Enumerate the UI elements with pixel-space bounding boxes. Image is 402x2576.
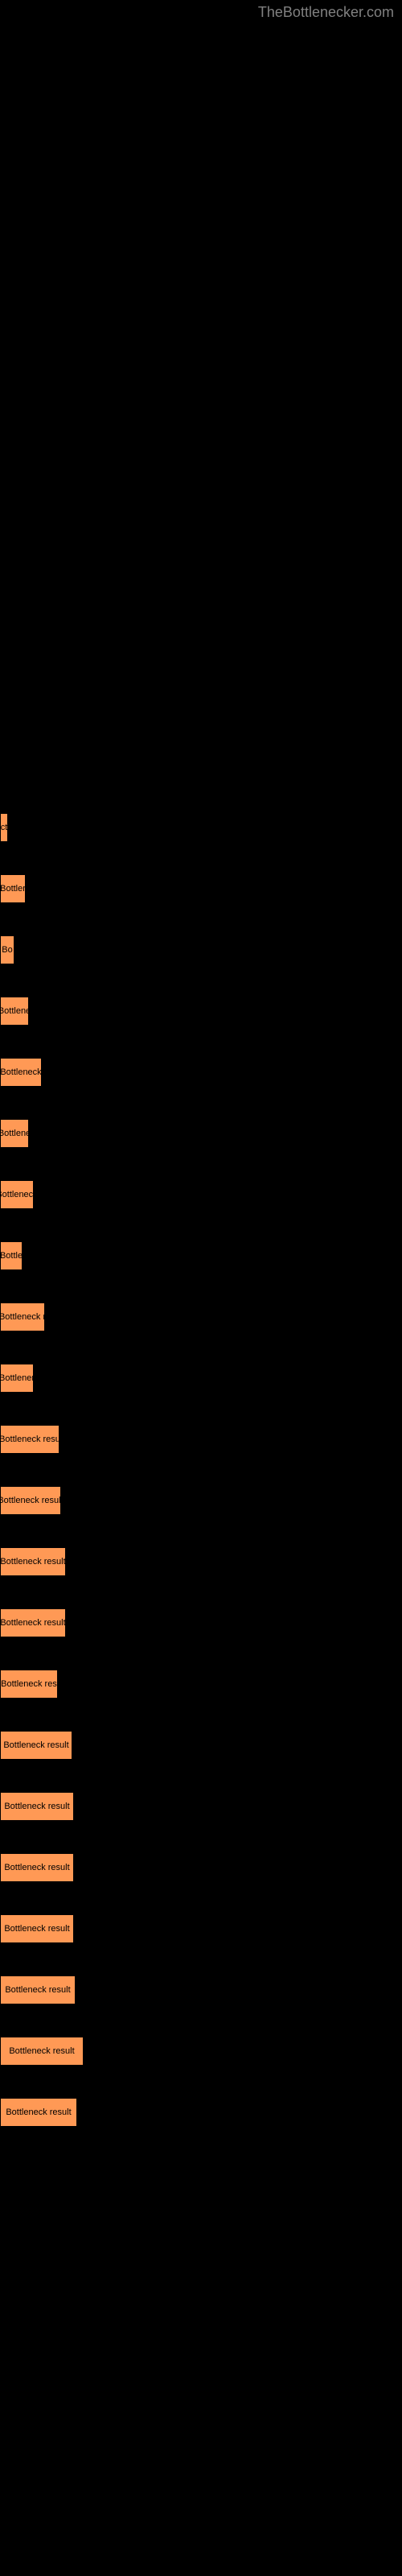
bar-row: Bottleneck result [0,1914,402,1943]
bar: Bottler [0,874,26,903]
bar-row: Bottlene [0,1119,402,1148]
bar: Bottleneck [0,1058,42,1087]
bar: Bottleneck result [0,1486,61,1515]
bar-row: Bottleneck result [0,1792,402,1821]
bar: Bottleneck result [0,1608,66,1637]
bar: Bottleneck result [0,2098,77,2127]
bar-row: Bottleneck result [0,1608,402,1637]
bar-row: Bottlener [0,1364,402,1393]
bar: Bottleneck result [0,1853,74,1882]
bar-row: Bottleneck result [0,2037,402,2066]
bar-row: Bottleneck result [0,1853,402,1882]
bar-row: Bo [0,935,402,964]
bar-row: Bottleneck result [0,1975,402,2004]
bar-row: Bottleneck [0,1180,402,1209]
bar-row: Bottleneck result [0,1547,402,1576]
bar: Bottleneck result [0,1975,76,2004]
chart-container: ct Bottler Bo Bottlene Bottleneck Bottlene Bot… [0,0,402,2191]
bar-row: Bottleneck result [0,1486,402,1515]
bar: Bottleneck resu [0,1425,59,1454]
bar-row: Bottleneck result [0,1731,402,1760]
watermark: TheBottlenecker.com [258,4,394,21]
bar: Bottleneck res [0,1670,58,1699]
bar: Bottleneck result [0,1547,66,1576]
bar: Bottlene [0,997,29,1026]
bar: Bottleneck [0,1180,34,1209]
bar-row: Bottleneck res [0,1670,402,1699]
bar-row: Bottleneck r [0,1302,402,1331]
bar: ct [0,813,8,842]
bar: Bottleneck result [0,1731,72,1760]
bar: Bottlene [0,1119,29,1148]
bar: Bottleneck result [0,1914,74,1943]
bar: Bottleneck result [0,1792,74,1821]
bar: Bottleneck result [0,2037,84,2066]
bar: Bottle [0,1241,23,1270]
bar-row: Bottleneck [0,1058,402,1087]
bar: Bottlener [0,1364,34,1393]
bar: Bo [0,935,14,964]
bar-row: Bottle [0,1241,402,1270]
bar-row: Bottlene [0,997,402,1026]
bar-row: Bottler [0,874,402,903]
bar-row: Bottleneck result [0,2098,402,2127]
bar-row: Bottleneck resu [0,1425,402,1454]
bar: Bottleneck r [0,1302,45,1331]
bar-row: ct [0,813,402,842]
